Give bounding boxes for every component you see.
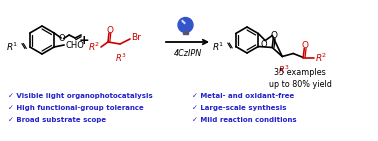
Text: O: O: [271, 31, 278, 40]
Text: O: O: [107, 26, 113, 35]
Text: ✓ Metal- and oxidant-free: ✓ Metal- and oxidant-free: [192, 93, 294, 99]
Text: ✓ High functional-group tolerance: ✓ High functional-group tolerance: [8, 105, 144, 111]
Text: Br: Br: [131, 34, 141, 42]
Text: $R^2$: $R^2$: [88, 41, 100, 53]
Circle shape: [178, 17, 193, 32]
Text: $R^1$: $R^1$: [6, 41, 19, 53]
FancyBboxPatch shape: [183, 30, 188, 34]
Text: O: O: [261, 40, 268, 49]
Text: $R^3$: $R^3$: [115, 52, 127, 64]
Text: ✓ Visible light organophotocatalysis: ✓ Visible light organophotocatalysis: [8, 93, 153, 99]
Text: +: +: [79, 34, 89, 47]
Text: O: O: [58, 34, 65, 43]
Text: 35 examples
up to 80% yield: 35 examples up to 80% yield: [268, 68, 332, 89]
Text: CHO: CHO: [65, 40, 84, 49]
Text: O: O: [302, 41, 309, 50]
Text: $R^1$: $R^1$: [212, 40, 225, 53]
Text: ✓ Broad substrate scope: ✓ Broad substrate scope: [8, 117, 106, 123]
Text: 4CzIPN: 4CzIPN: [174, 49, 201, 58]
Text: ✓ Large-scale synthesis: ✓ Large-scale synthesis: [192, 105, 287, 111]
Text: $R^2$: $R^2$: [315, 51, 328, 64]
Text: $R^3$: $R^3$: [278, 63, 290, 76]
Text: ✓ Mild reaction conditions: ✓ Mild reaction conditions: [192, 117, 297, 123]
